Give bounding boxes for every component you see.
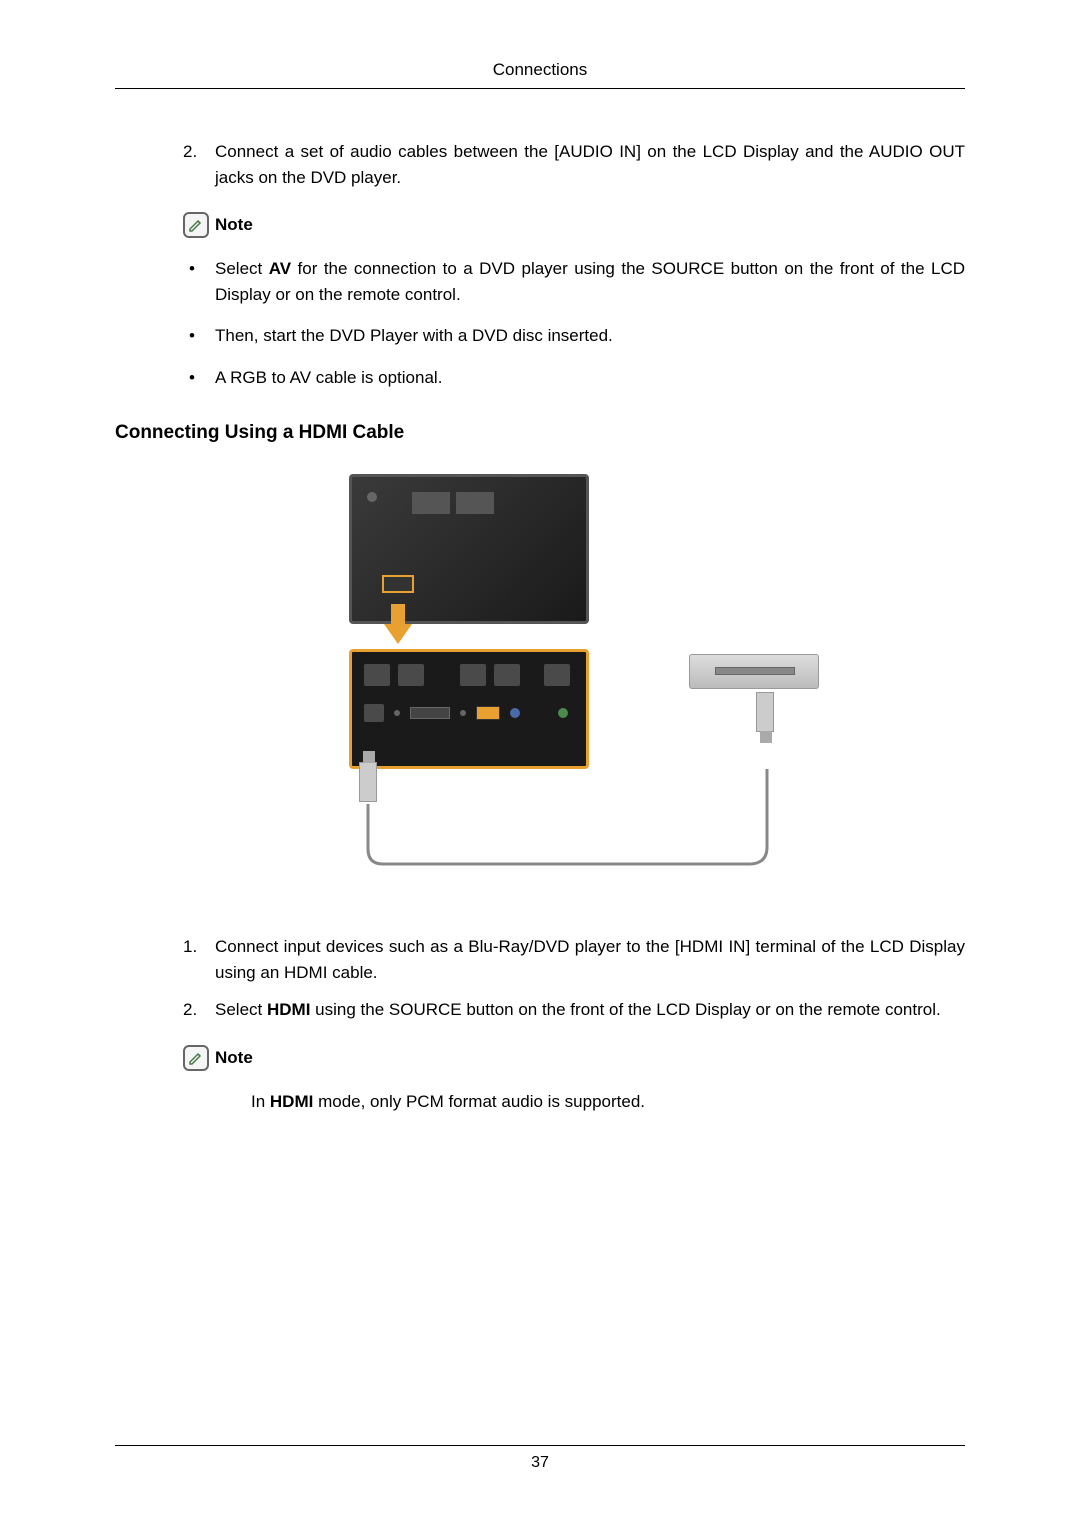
step-2: 2. Connect a set of audio cables between… bbox=[183, 139, 965, 190]
pencil-note-icon bbox=[183, 1045, 209, 1071]
note-block-1: Note bbox=[183, 212, 965, 238]
step-text: Select HDMI using the SOURCE button on t… bbox=[215, 997, 965, 1023]
hdmi-connector-icon bbox=[756, 692, 774, 732]
body-text: In HDMI mode, only PCM format audio is s… bbox=[183, 1089, 965, 1115]
pencil-note-icon bbox=[183, 212, 209, 238]
arrow-down-icon bbox=[384, 624, 412, 644]
note-block-2: Note bbox=[183, 1045, 965, 1071]
dvd-player-illustration bbox=[689, 654, 819, 689]
bullet-list-1: • Select AV for the connection to a DVD … bbox=[183, 256, 965, 390]
bullet-text: Then, start the DVD Player with a DVD di… bbox=[215, 323, 965, 349]
bullet-marker: • bbox=[183, 323, 215, 349]
monitor-illustration bbox=[349, 474, 589, 624]
hdmi-step-1: 1. Connect input devices such as a Blu-R… bbox=[183, 934, 965, 985]
bullet-item: • Then, start the DVD Player with a DVD … bbox=[183, 323, 965, 349]
bullet-item: • A RGB to AV cable is optional. bbox=[183, 365, 965, 391]
note-label: Note bbox=[215, 1048, 253, 1068]
bullet-text: A RGB to AV cable is optional. bbox=[215, 365, 965, 391]
ports-panel-illustration bbox=[349, 649, 589, 769]
step-text: Connect a set of audio cables between th… bbox=[215, 139, 965, 190]
step-marker: 2. bbox=[183, 139, 215, 190]
page-footer: 37 bbox=[115, 1445, 965, 1472]
connection-diagram bbox=[183, 474, 965, 874]
step-text: Connect input devices such as a Blu-Ray/… bbox=[215, 934, 965, 985]
hdmi-step-2: 2. Select HDMI using the SOURCE button o… bbox=[183, 997, 965, 1023]
note-label: Note bbox=[215, 215, 253, 235]
bullet-item: • Select AV for the connection to a DVD … bbox=[183, 256, 965, 307]
bullet-text: Select AV for the connection to a DVD pl… bbox=[215, 256, 965, 307]
cable-illustration bbox=[329, 769, 819, 919]
page-number: 37 bbox=[531, 1454, 549, 1471]
step-marker: 2. bbox=[183, 997, 215, 1023]
page-header: Connections bbox=[115, 60, 965, 89]
bullet-marker: • bbox=[183, 365, 215, 391]
bullet-marker: • bbox=[183, 256, 215, 307]
section-heading: Connecting Using a HDMI Cable bbox=[115, 422, 965, 444]
step-marker: 1. bbox=[183, 934, 215, 985]
